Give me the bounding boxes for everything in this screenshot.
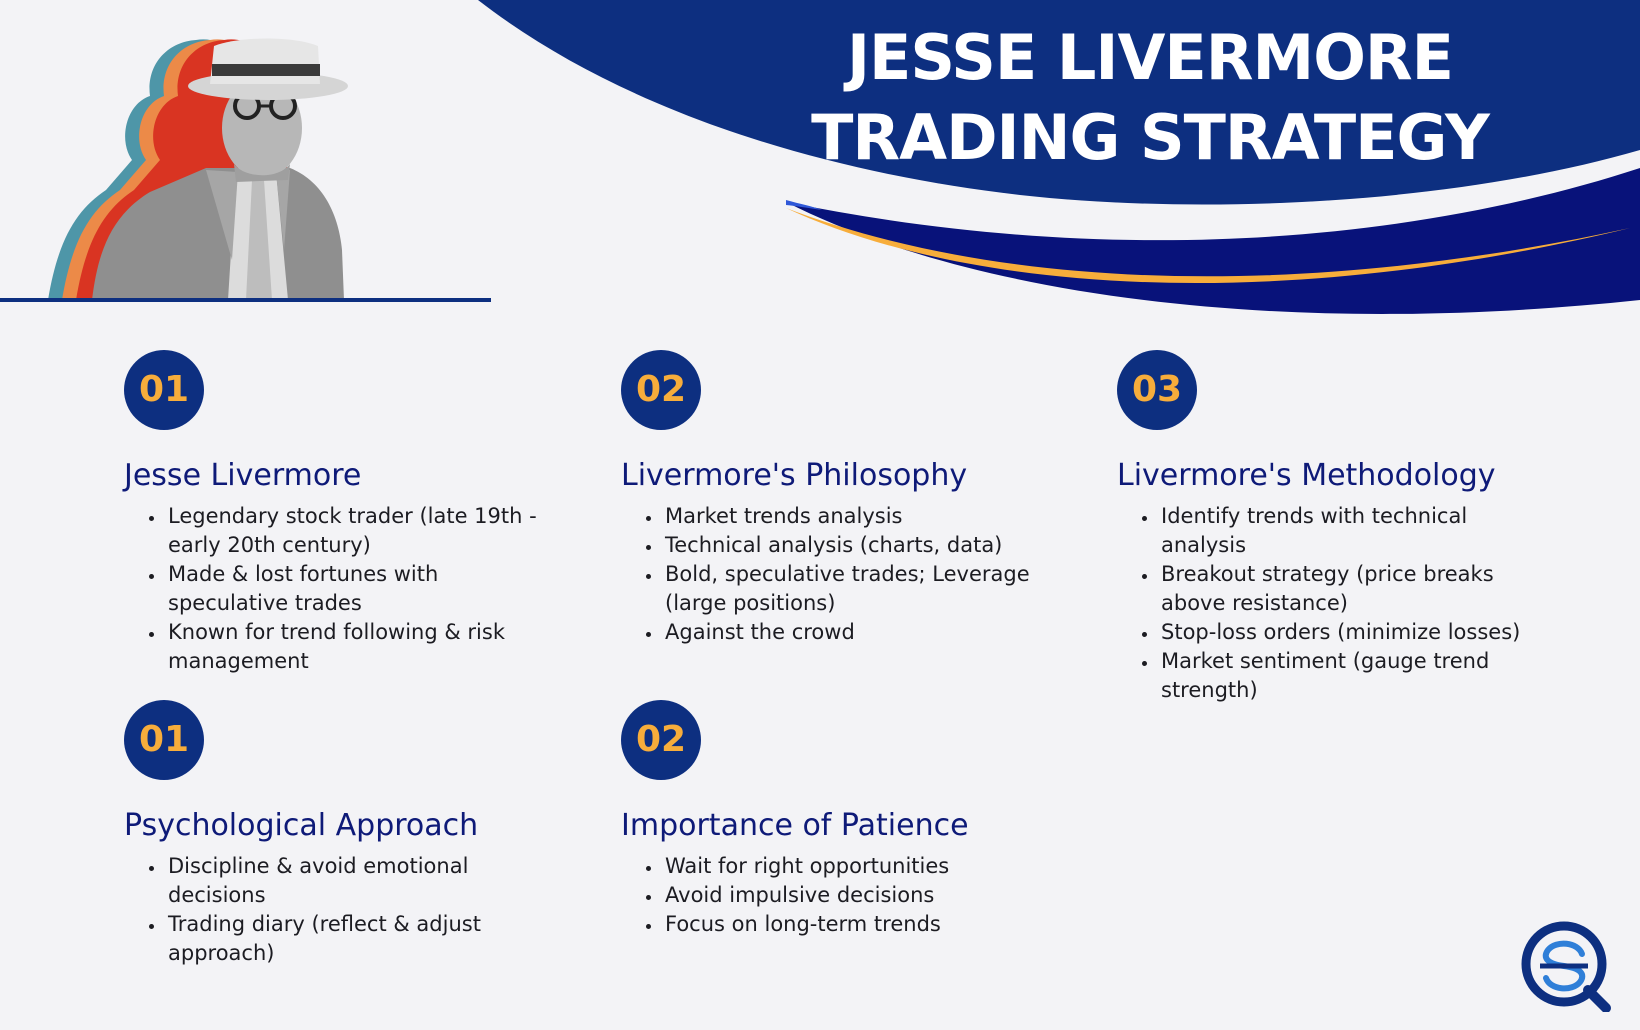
bullet-item: Made & lost fortunes with speculative tr… bbox=[166, 560, 564, 618]
bullet-item: Wait for right opportunities bbox=[663, 852, 1061, 881]
title-line-1: JESSE LIVERMORE bbox=[846, 21, 1454, 94]
bullet-item: Focus on long-term trends bbox=[663, 910, 1061, 939]
lower-blue-swoosh bbox=[786, 168, 1640, 314]
section-patience: 02 Importance of Patience Wait for right… bbox=[621, 700, 1061, 939]
bullet-list: Legendary stock trader (late 19th - earl… bbox=[124, 502, 564, 676]
section-heading: Importance of Patience bbox=[621, 808, 969, 843]
bullet-item: Identify trends with technical analysis bbox=[1159, 502, 1557, 560]
header-navy-swoosh bbox=[478, 0, 1640, 205]
bullet-item: Breakout strategy (price breaks above re… bbox=[1159, 560, 1557, 618]
portrait-photo bbox=[48, 38, 348, 301]
bullet-item: Trading diary (reflect & adjust approach… bbox=[166, 910, 564, 968]
section-heading: Livermore's Methodology bbox=[1117, 458, 1496, 493]
bullet-list: Wait for right opportunities Avoid impul… bbox=[621, 852, 1061, 939]
bullet-list: Identify trends with technical analysis … bbox=[1117, 502, 1557, 705]
bullet-list: Discipline & avoid emotional decisions T… bbox=[124, 852, 564, 968]
section-number-badge: 02 bbox=[621, 700, 701, 780]
section-psychological-approach: 01 Psychological Approach Discipline & a… bbox=[124, 700, 564, 968]
bullet-item: Bold, speculative trades; Leverage (larg… bbox=[663, 560, 1061, 618]
bullet-item: Legendary stock trader (late 19th - earl… bbox=[166, 502, 564, 560]
bullet-item: Technical analysis (charts, data) bbox=[663, 531, 1061, 560]
bullet-item: Known for trend following & risk managem… bbox=[166, 618, 564, 676]
brand-logo-icon bbox=[1521, 921, 1611, 1012]
section-heading: Psychological Approach bbox=[124, 808, 479, 843]
page-title: JESSE LIVERMORE TRADING STRATEGY bbox=[780, 18, 1520, 178]
section-number-badge: 01 bbox=[124, 700, 204, 780]
title-line-2: TRADING STRATEGY bbox=[811, 101, 1490, 174]
bullet-item: Discipline & avoid emotional decisions bbox=[166, 852, 564, 910]
section-jesse-livermore: 01 Jesse Livermore Legendary stock trade… bbox=[124, 350, 564, 676]
bullet-item: Avoid impulsive decisions bbox=[663, 881, 1061, 910]
bullet-item: Market sentiment (gauge trend strength) bbox=[1159, 647, 1557, 705]
section-number-badge: 02 bbox=[621, 350, 701, 430]
bullet-list: Market trends analysis Technical analysi… bbox=[621, 502, 1061, 647]
section-number-badge: 03 bbox=[1117, 350, 1197, 430]
section-methodology: 03 Livermore's Methodology Identify tren… bbox=[1117, 350, 1557, 705]
bullet-item: Stop-loss orders (minimize losses) bbox=[1159, 618, 1557, 647]
orange-stripe bbox=[786, 208, 1630, 284]
section-number-badge: 01 bbox=[124, 350, 204, 430]
bullet-item: Against the crowd bbox=[663, 618, 1061, 647]
section-heading: Livermore's Philosophy bbox=[621, 458, 968, 493]
section-philosophy: 02 Livermore's Philosophy Market trends … bbox=[621, 350, 1061, 647]
section-heading: Jesse Livermore bbox=[124, 458, 362, 493]
light-blue-accent bbox=[786, 200, 822, 210]
bullet-item: Market trends analysis bbox=[663, 502, 1061, 531]
